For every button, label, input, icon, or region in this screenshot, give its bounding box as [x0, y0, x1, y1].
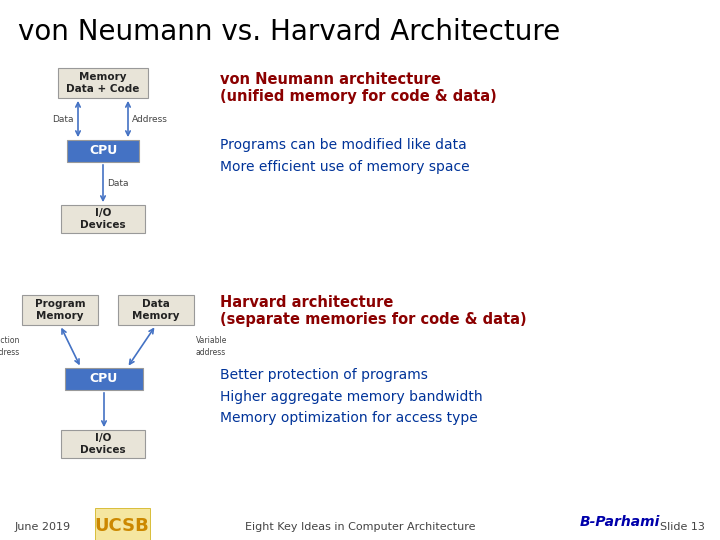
- Text: UCSB: UCSB: [94, 517, 149, 535]
- Text: von Neumann vs. Harvard Architecture: von Neumann vs. Harvard Architecture: [18, 18, 560, 46]
- Text: Harvard architecture
(separate memories for code & data): Harvard architecture (separate memories …: [220, 295, 526, 327]
- Text: Data: Data: [107, 179, 128, 188]
- FancyBboxPatch shape: [22, 295, 98, 325]
- Text: Variable
address: Variable address: [196, 336, 228, 356]
- Text: von Neumann architecture
(unified memory for code & data): von Neumann architecture (unified memory…: [220, 72, 497, 104]
- FancyBboxPatch shape: [61, 205, 145, 233]
- Text: Programs can be modified like data
More efficient use of memory space: Programs can be modified like data More …: [220, 138, 469, 174]
- FancyBboxPatch shape: [65, 368, 143, 390]
- FancyBboxPatch shape: [95, 508, 150, 540]
- Text: Better protection of programs
Higher aggregate memory bandwidth
Memory optimizat: Better protection of programs Higher agg…: [220, 368, 482, 426]
- Text: Address: Address: [132, 114, 168, 124]
- Text: I/O
Devices: I/O Devices: [80, 433, 126, 455]
- FancyBboxPatch shape: [118, 295, 194, 325]
- Text: Slide 13: Slide 13: [660, 522, 705, 532]
- Text: CPU: CPU: [89, 145, 117, 158]
- Text: Eight Key Ideas in Computer Architecture: Eight Key Ideas in Computer Architecture: [245, 522, 475, 532]
- FancyBboxPatch shape: [61, 430, 145, 458]
- Text: June 2019: June 2019: [15, 522, 71, 532]
- Text: B-Parhami: B-Parhami: [580, 515, 660, 529]
- Text: Program
Memory: Program Memory: [35, 299, 85, 321]
- Text: Memory
Data + Code: Memory Data + Code: [66, 72, 140, 94]
- Text: CPU: CPU: [90, 373, 118, 386]
- Text: I/O
Devices: I/O Devices: [80, 208, 126, 230]
- Text: Data: Data: [53, 114, 74, 124]
- Text: Data
Memory: Data Memory: [132, 299, 180, 321]
- Text: Instruction
address: Instruction address: [0, 336, 20, 356]
- FancyBboxPatch shape: [67, 140, 139, 162]
- FancyBboxPatch shape: [58, 68, 148, 98]
